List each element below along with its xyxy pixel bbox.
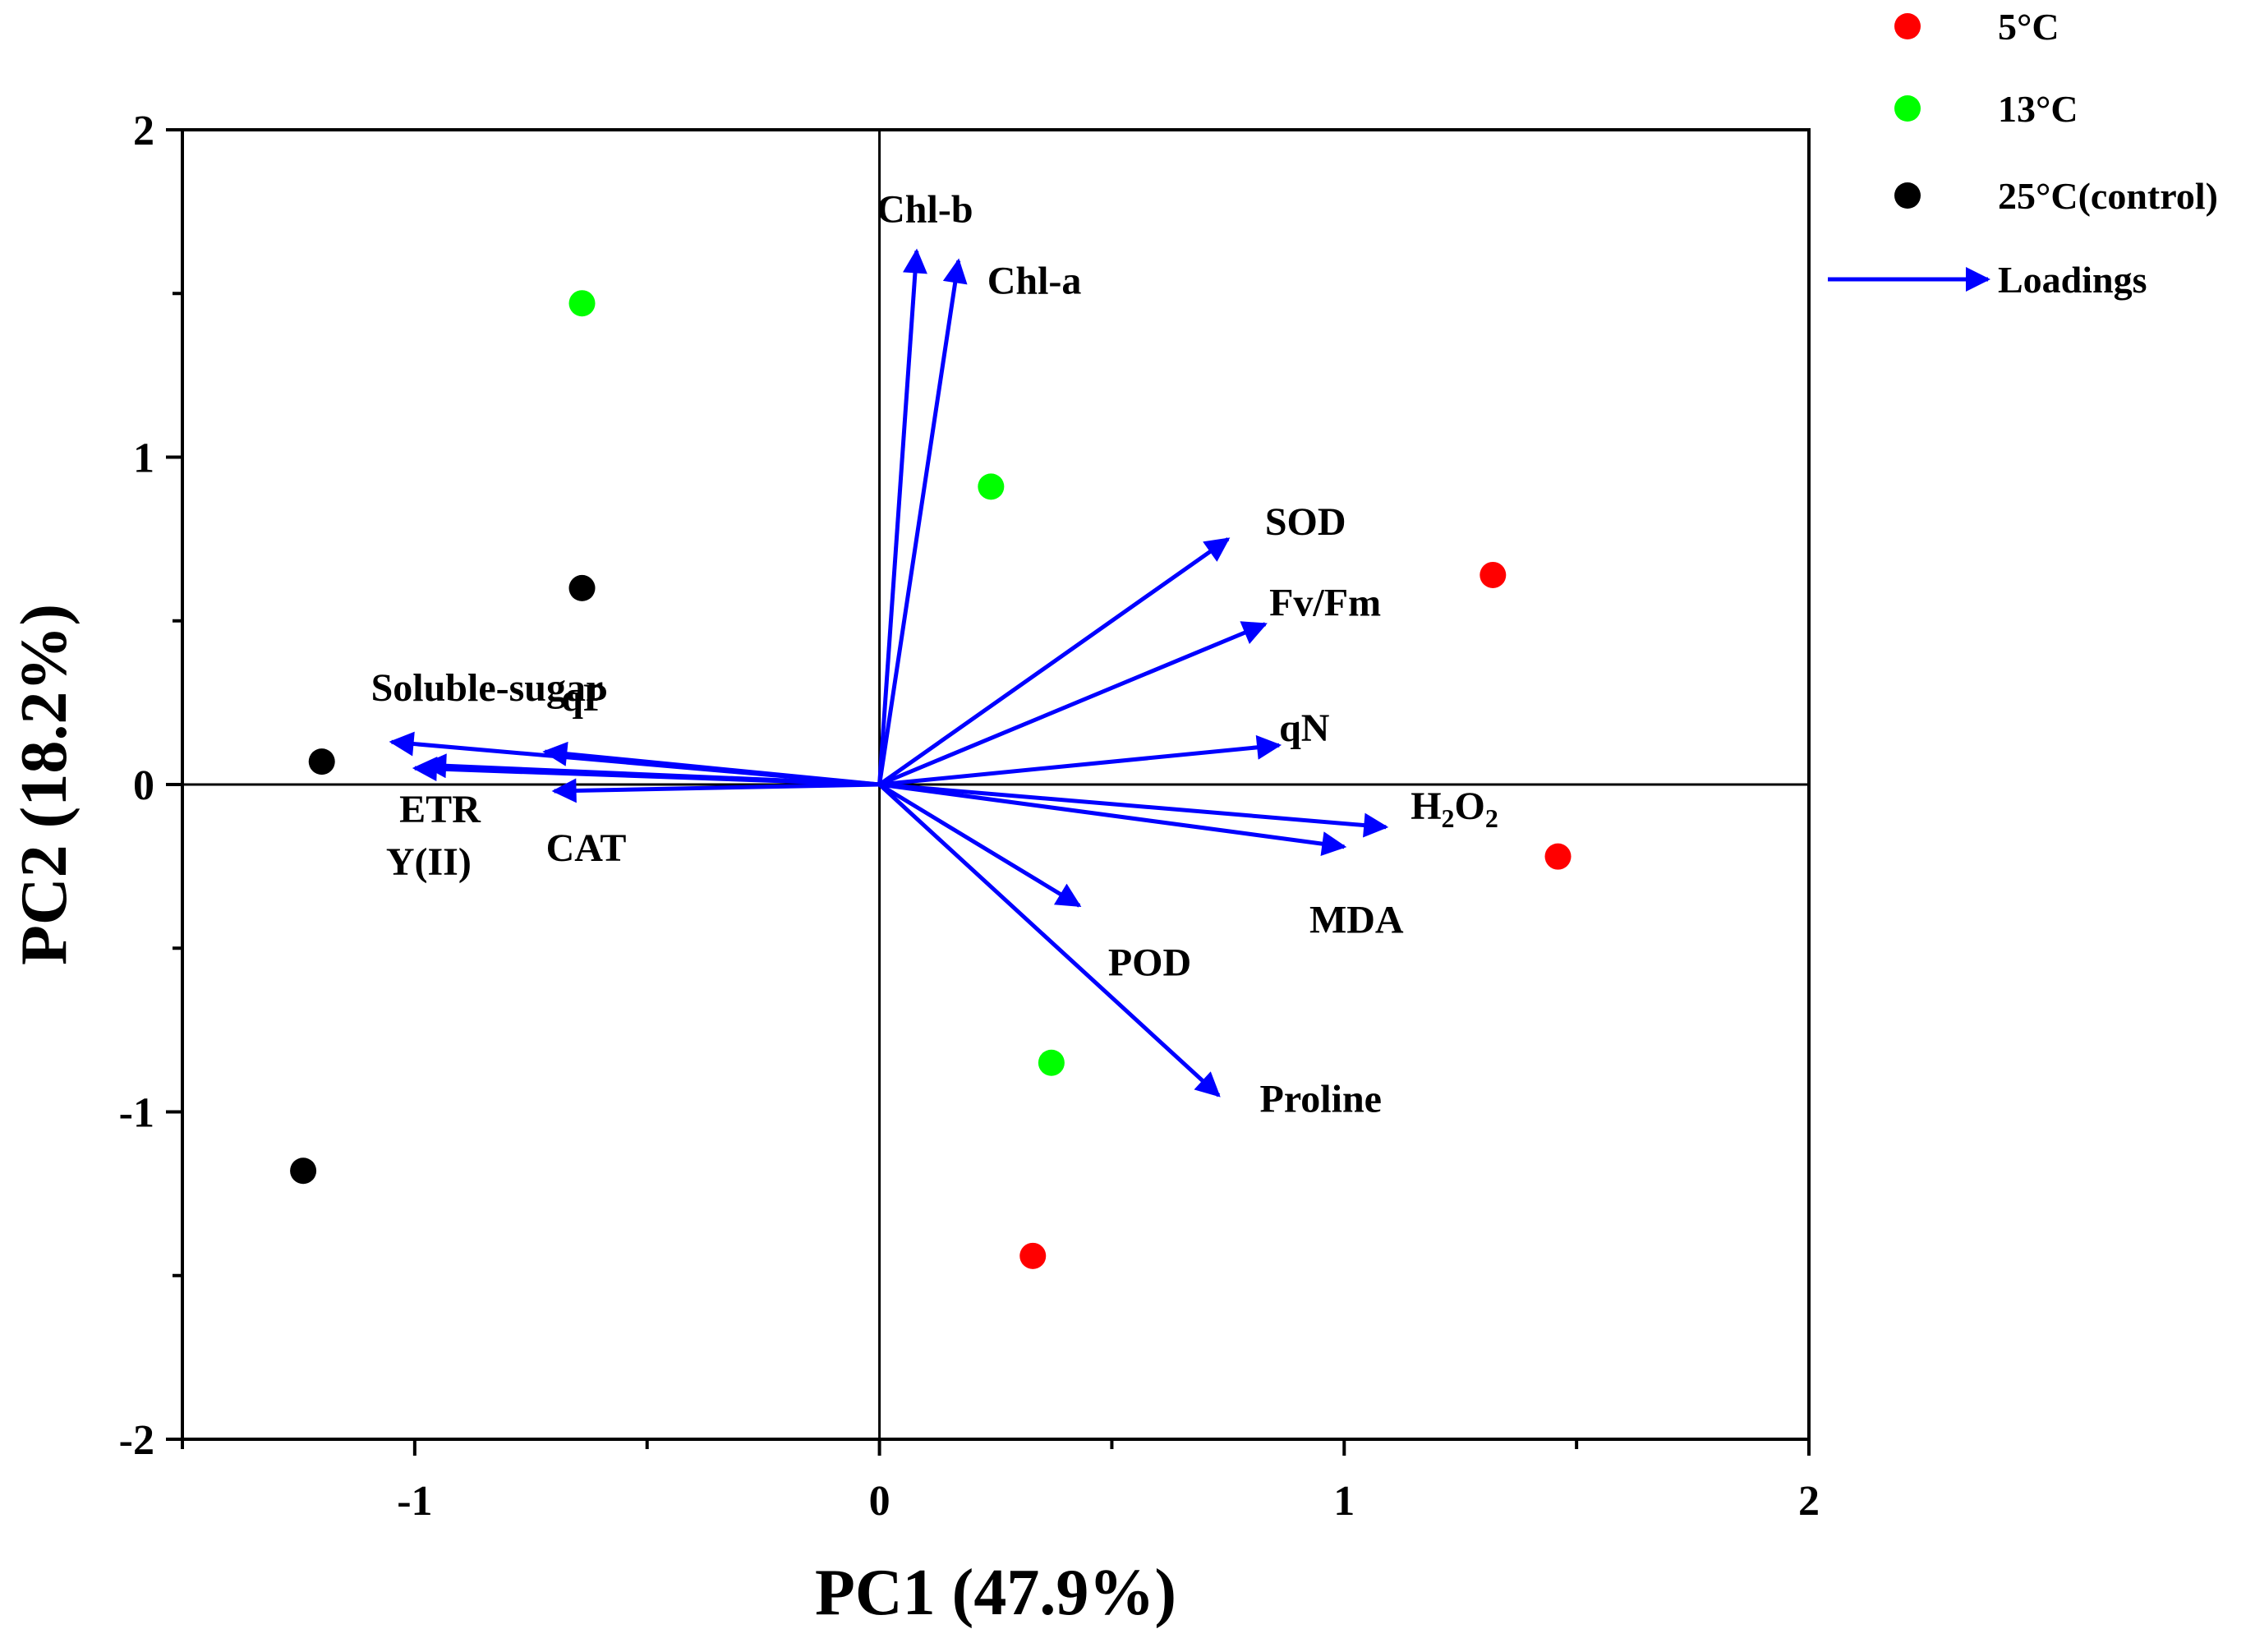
legend-label: 25°C(control) bbox=[1998, 175, 2218, 217]
loading-label: POD bbox=[1108, 941, 1191, 984]
loading-label: CAT bbox=[546, 826, 627, 870]
x-tick-label: 2 bbox=[1798, 1478, 1820, 1525]
score-point bbox=[1544, 843, 1572, 870]
y-tick-label: -1 bbox=[119, 1090, 154, 1137]
score-point bbox=[978, 473, 1005, 500]
score-point bbox=[568, 290, 596, 317]
loading-label: Chl-a bbox=[987, 259, 1082, 302]
loading-arrow-h2o2 bbox=[879, 782, 1389, 838]
loading-arrow-qp bbox=[542, 741, 880, 787]
loading-arrow-mda bbox=[879, 782, 1347, 857]
x-tick-label: -1 bbox=[397, 1478, 432, 1525]
y-tick-label: 1 bbox=[133, 435, 154, 482]
score-point bbox=[1038, 1049, 1065, 1076]
score-point bbox=[1480, 561, 1507, 588]
x-axis-title: PC1 (47.9%) bbox=[815, 1557, 1176, 1629]
score-point bbox=[290, 1157, 317, 1185]
legend-label: Loadings bbox=[1998, 259, 2147, 301]
score-point bbox=[308, 748, 335, 775]
loading-label: qP bbox=[561, 676, 607, 720]
x-tick-label: 0 bbox=[869, 1478, 890, 1525]
y-tick-label: 2 bbox=[133, 108, 154, 154]
loading-label: Fv/Fm bbox=[1269, 582, 1381, 625]
legend: 5°C 13°C 25°C(control) Loadings bbox=[1828, 6, 2218, 301]
score-point bbox=[568, 574, 596, 601]
loading-label: Chl-b bbox=[877, 187, 973, 231]
loading-arrow-qn bbox=[879, 734, 1282, 787]
loading-arrow-fv-fm bbox=[878, 621, 1268, 787]
loading-label: Soluble-sugar bbox=[371, 666, 604, 710]
y-tick-label: -2 bbox=[119, 1417, 154, 1464]
loading-label: Y(II) bbox=[386, 840, 472, 884]
loading-arrow-proline bbox=[877, 783, 1221, 1097]
loading-label: H2O2 bbox=[1411, 785, 1498, 833]
legend-marker bbox=[1894, 95, 1921, 122]
y-tick-label: 0 bbox=[133, 762, 154, 809]
loading-arrow-y-ii- bbox=[412, 757, 880, 787]
legend-label: 5°C bbox=[1998, 6, 2059, 48]
loading-arrow-cat bbox=[551, 778, 880, 803]
loading-label: SOD bbox=[1265, 500, 1346, 544]
loading-arrow-chl-b bbox=[877, 248, 927, 785]
score-point bbox=[1019, 1242, 1047, 1269]
legend-marker bbox=[1894, 13, 1921, 39]
y-axis-title: PC2 (18.2%) bbox=[8, 604, 81, 965]
loading-label: qN bbox=[1279, 706, 1330, 750]
loading-label: Proline bbox=[1260, 1078, 1382, 1121]
x-tick-label: 1 bbox=[1333, 1478, 1355, 1525]
legend-marker bbox=[1894, 182, 1921, 209]
loading-label: MDA bbox=[1309, 899, 1404, 942]
legend-label: 13°C bbox=[1998, 88, 2078, 130]
loading-arrow-pod bbox=[878, 782, 1082, 908]
loading-label: ETR bbox=[399, 788, 481, 831]
loading-arrow-chl-a bbox=[877, 258, 968, 785]
loading-arrow-sod bbox=[878, 537, 1231, 787]
